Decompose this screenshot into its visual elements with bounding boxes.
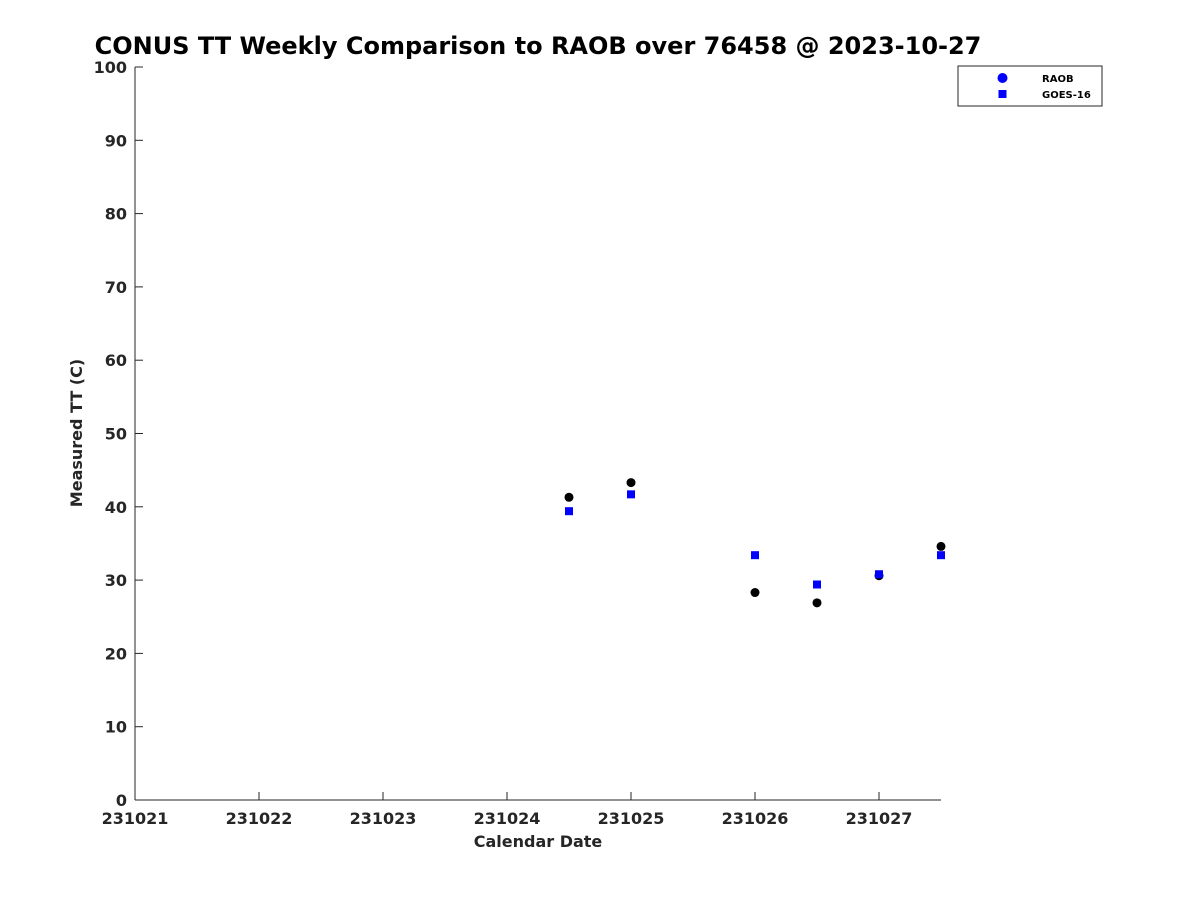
y-tick-label: 50 — [105, 425, 127, 444]
legend-marker-goes16 — [998, 90, 1007, 98]
raob-point — [626, 478, 636, 488]
y-tick-label: 90 — [105, 131, 127, 150]
goes16-point — [875, 570, 883, 579]
x-axis-label: Calendar Date — [474, 832, 603, 851]
legend-box — [957, 65, 1103, 107]
goes16-point — [813, 580, 821, 589]
data-marks — [564, 478, 946, 608]
x-tick-label: 231026 — [722, 809, 789, 828]
goes16-point — [937, 551, 945, 560]
x-tick-label: 231025 — [598, 809, 665, 828]
x-tick-label: 231021 — [102, 809, 169, 828]
y-tick-label: 70 — [105, 278, 127, 297]
legend-label: GOES-16 — [1042, 90, 1091, 101]
raob-point — [812, 598, 822, 608]
y-tick-label: 30 — [105, 571, 127, 590]
legend: RAOB GOES-16 — [957, 65, 1103, 107]
x-tick-label: 231023 — [350, 809, 417, 828]
y-tick-label: 100 — [94, 58, 127, 77]
x-tick-label: 231022 — [226, 809, 293, 828]
legend-marker-raob — [997, 73, 1008, 83]
y-tick-label: 60 — [105, 351, 127, 370]
legend-label: RAOB — [1042, 74, 1074, 85]
y-tick-label: 20 — [105, 644, 127, 663]
chart-title: CONUS TT Weekly Comparison to RAOB over … — [95, 32, 982, 60]
y-axis-label: Measured TT (C) — [67, 359, 86, 507]
raob-point — [936, 541, 946, 551]
y-tick-label: 10 — [105, 718, 127, 737]
y-tick-label: 0 — [116, 791, 127, 810]
raob-point — [564, 492, 574, 502]
x-tick-label: 231024 — [474, 809, 541, 828]
goes16-point — [627, 490, 635, 499]
goes16-point — [565, 507, 573, 516]
axes: 0 10 20 30 40 50 60 70 80 90 100 231021 231022 231023… — [94, 58, 941, 828]
x-tick-label: 231027 — [846, 809, 913, 828]
goes16-point — [751, 551, 759, 560]
raob-point — [750, 588, 760, 598]
y-tick-label: 80 — [105, 205, 127, 224]
y-tick-label: 40 — [105, 498, 127, 517]
